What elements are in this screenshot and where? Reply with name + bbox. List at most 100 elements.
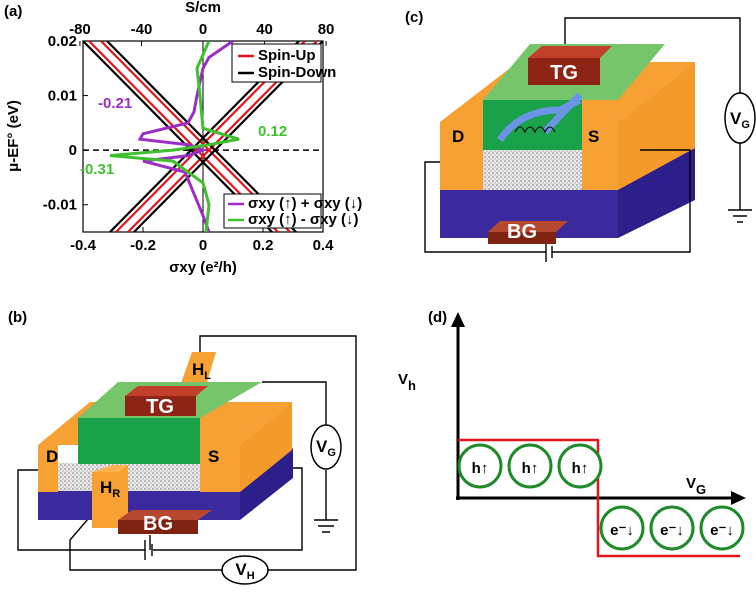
label-sub: G — [327, 447, 336, 459]
panel-label: (c) — [405, 9, 423, 26]
label: V — [686, 475, 696, 492]
annotation: 0.12 — [258, 123, 287, 140]
x-axis-label: VG — [686, 475, 706, 497]
label: V — [398, 371, 408, 388]
label-sub: R — [112, 488, 120, 500]
band-diagram: Vh VG h↑ h↑ h↑e⁻↓ e⁻↓ e⁻↓ — [398, 312, 746, 558]
electron-label: e⁻↓ — [710, 522, 734, 539]
gate-voltage: VG — [316, 437, 336, 459]
back-gate-label: BG — [507, 221, 537, 243]
panel-label: (b) — [8, 309, 27, 326]
spin-path — [514, 126, 556, 134]
label: V — [730, 109, 742, 128]
arrow — [451, 312, 465, 327]
drain — [38, 445, 58, 492]
legend — [223, 193, 322, 229]
top-gate — [528, 58, 600, 85]
wire — [564, 17, 752, 223]
legend-label: Spin-Up — [258, 47, 316, 64]
hall-right-label: HR — [100, 478, 120, 500]
x2-tick-label: 80 — [318, 21, 335, 38]
carriers: h↑ h↑ h↑ e⁻↓ e⁻↓ e⁻↓ — [457, 443, 745, 551]
hall-probe-right — [92, 465, 128, 528]
legend-label: σxy (↑) - σxy (↓) — [248, 211, 359, 228]
x2-tick-label: -40 — [131, 21, 153, 38]
back-gate-top — [118, 510, 212, 520]
hall-voltage: VH — [235, 560, 254, 582]
panel-label: (d) — [428, 309, 447, 326]
label: V — [316, 437, 328, 456]
hall-probe-left — [180, 352, 216, 386]
drain-label: D — [452, 127, 464, 146]
back-gate-label: BG — [143, 513, 173, 535]
panel-label: (a) — [4, 3, 22, 20]
back-gate-top — [488, 221, 568, 232]
label-sub: L — [204, 370, 211, 382]
wire — [69, 335, 357, 571]
hole — [507, 443, 553, 489]
x2-axis-title: S/cm — [185, 0, 221, 16]
x2-tick-label: 0 — [199, 21, 207, 38]
annotation: -0.21 — [98, 95, 132, 112]
annotation: -0.31 — [80, 161, 114, 178]
source — [200, 445, 240, 492]
hall-probe-right-top — [92, 465, 128, 472]
substrate-side — [618, 148, 695, 238]
legend-label: Spin-Down — [258, 64, 336, 81]
top-gate-label: TG — [146, 396, 174, 418]
y-tick-label: 0 — [69, 142, 77, 159]
source-label: S — [208, 447, 219, 466]
x-axis-title: σxy (e²/h) — [169, 259, 237, 276]
battery — [144, 535, 153, 560]
top-gate-top — [125, 386, 208, 396]
label-sub: G — [696, 482, 706, 497]
legend-label: σxy (↑) + σxy (↓) — [248, 195, 362, 212]
device-b: TG BG D S HL HR VG VH — [17, 335, 357, 585]
y-tick-label: 0.02 — [48, 33, 77, 50]
x2-tick-label: 40 — [256, 21, 273, 38]
hole — [557, 443, 603, 489]
series-line — [88, 41, 318, 232]
voltmeter — [221, 555, 269, 585]
x-tick-label: 0.4 — [313, 237, 335, 254]
top-gate-label: TG — [550, 62, 578, 84]
plot-area — [83, 41, 323, 232]
legend — [231, 43, 322, 83]
top-gate — [125, 396, 196, 416]
edge-state — [497, 92, 583, 143]
y-axis-label: Vh — [398, 371, 416, 393]
y-axis-title: μ-EF° (eV) — [5, 100, 22, 172]
y-tick-label: -0.01 — [43, 197, 77, 214]
device-c: VG TG D S BG — [424, 17, 756, 262]
hall-left-label: HL — [192, 360, 211, 382]
x-tick-label: -0.2 — [130, 237, 156, 254]
source-label: S — [588, 127, 599, 146]
x-tick-label: 0.2 — [253, 237, 274, 254]
gate-voltage: VG — [730, 109, 750, 131]
substrate-side — [240, 448, 293, 520]
electron — [599, 505, 645, 551]
hole — [457, 443, 503, 489]
back-gate — [118, 520, 198, 534]
step — [458, 438, 740, 558]
label-sub: h — [408, 378, 416, 393]
electron-label: e⁻↓ — [660, 522, 684, 539]
electron-label: e⁻↓ — [610, 522, 634, 539]
hole-label: h↑ — [522, 460, 539, 477]
wire — [262, 381, 338, 533]
source — [582, 122, 618, 190]
label: H — [192, 360, 204, 379]
orange-side — [240, 402, 292, 492]
wire — [424, 149, 691, 253]
electron — [649, 505, 695, 551]
drain — [440, 122, 483, 190]
hole-label: h↑ — [472, 460, 489, 477]
label-sub: G — [741, 119, 750, 131]
label: V — [235, 560, 247, 579]
series-line — [137, 41, 234, 232]
chart: S/cm σxy (e²/h) μ-EF° (eV) -0.4 -0.2 0 0.2 0… — [5, 0, 362, 276]
back-gate — [488, 232, 556, 244]
x-tick-label: -0.4 — [70, 237, 97, 254]
